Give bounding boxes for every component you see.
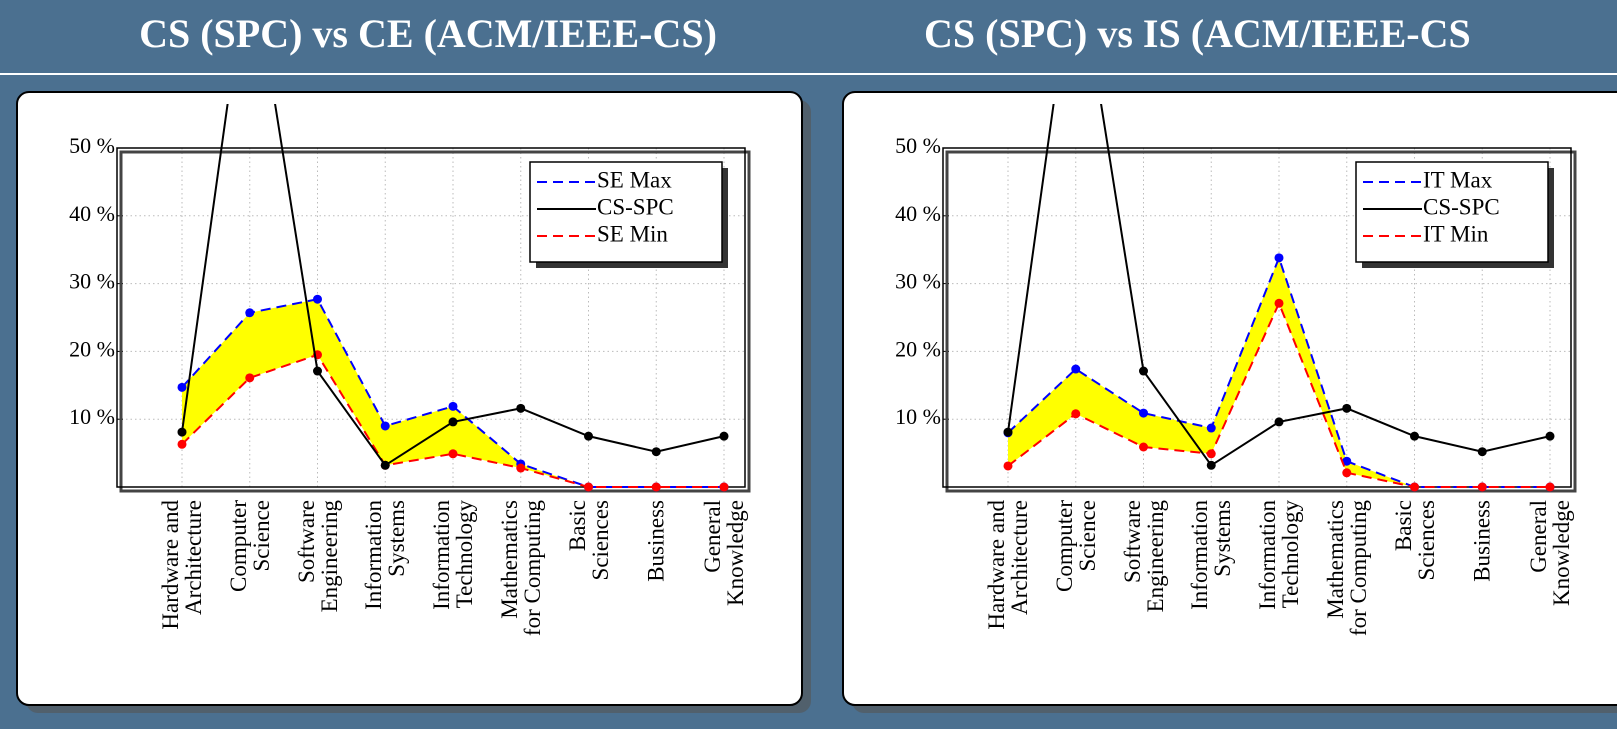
- marker: [1274, 253, 1284, 263]
- range-band: [182, 299, 724, 487]
- x-tick-label: Hardware and Architecture: [158, 500, 206, 630]
- marker: [1139, 442, 1148, 452]
- x-tick-label: Information Systems: [361, 500, 410, 610]
- marker: [651, 447, 661, 457]
- y-tick-label: 50 %: [69, 133, 115, 158]
- marker: [177, 439, 187, 449]
- y-tick-label: 40 %: [69, 201, 115, 226]
- legend-label: CS-SPC: [1423, 194, 1500, 219]
- marker: [1071, 409, 1081, 419]
- marker: [380, 421, 390, 431]
- marker: [1139, 408, 1148, 418]
- x-tick-label: Information Systems: [1187, 500, 1236, 610]
- axis-frame: [116, 147, 746, 488]
- y-tick-label: 20 %: [69, 336, 115, 361]
- x-tick-label: Information Technology: [429, 500, 477, 610]
- marker: [584, 431, 593, 441]
- axis-shadow: [119, 150, 751, 493]
- x-tick-label: Business: [1469, 500, 1495, 582]
- marker: [1003, 427, 1013, 437]
- marker: [584, 482, 593, 492]
- y-tick-label: 30 %: [895, 269, 941, 294]
- marker: [245, 308, 255, 318]
- y-tick-label: 50 %: [895, 133, 941, 158]
- marker: [1071, 364, 1081, 374]
- marker: [448, 417, 458, 427]
- x-tick-label: Mathematics for Computing: [496, 500, 545, 637]
- legend-label: SE Min: [597, 221, 668, 246]
- chart-title: CS (SPC) vs CE (ACM/IEEE-CS): [139, 11, 717, 56]
- marker: [1206, 449, 1216, 459]
- axis-shadow: [945, 150, 1577, 493]
- legend-label: CS-SPC: [597, 194, 674, 219]
- marker: [1410, 482, 1419, 492]
- marker: [651, 482, 661, 492]
- range-band: [1008, 257, 1550, 487]
- plot: [177, 104, 729, 492]
- marker: [1545, 482, 1555, 492]
- x-tick-label: General Knowledge: [700, 500, 748, 607]
- marker: [448, 449, 458, 459]
- marker: [516, 463, 526, 473]
- plot: [1003, 104, 1555, 492]
- x-tick-label: Software Engineering: [1119, 500, 1168, 613]
- legend-label: IT Max: [1423, 167, 1493, 192]
- marker: [1477, 482, 1487, 492]
- marker: [719, 482, 729, 492]
- legend-label: SE Max: [597, 167, 672, 192]
- axis-frame: [942, 147, 1572, 488]
- marker: [1342, 403, 1352, 413]
- legend-box: [1355, 161, 1549, 263]
- marker: [313, 366, 322, 376]
- marker: [245, 373, 255, 383]
- marker: [1477, 447, 1487, 457]
- marker: [1274, 298, 1284, 308]
- marker: [1003, 461, 1013, 471]
- marker: [1139, 366, 1148, 376]
- y-tick-label: 20 %: [895, 336, 941, 361]
- y-tick-label: 30 %: [69, 269, 115, 294]
- x-tick-label: General Knowledge: [1526, 500, 1574, 607]
- marker: [719, 431, 729, 441]
- marker: [1274, 417, 1284, 427]
- y-tick-label: 10 %: [69, 404, 115, 429]
- marker: [177, 427, 187, 437]
- x-tick-label: Hardware and Architecture: [984, 500, 1032, 630]
- marker: [516, 403, 526, 413]
- x-tick-label: Business: [643, 500, 669, 582]
- chart-title: CS (SPC) vs IS (ACM/IEEE-CS: [924, 11, 1471, 56]
- y-tick-label: 10 %: [895, 404, 941, 429]
- x-tick-label: Basic Sciences: [1390, 500, 1439, 581]
- x-tick-label: Computer Science: [1051, 500, 1100, 592]
- marker: [1342, 456, 1352, 466]
- x-tick-label: Mathematics for Computing: [1322, 500, 1371, 637]
- x-tick-label: Computer Science: [225, 500, 274, 592]
- x-tick-label: Basic Sciences: [564, 500, 613, 581]
- marker: [1206, 460, 1216, 470]
- y-tick-label: 40 %: [895, 201, 941, 226]
- marker: [380, 460, 390, 470]
- marker: [313, 294, 322, 304]
- series-line: [181, 353, 724, 488]
- marker: [1206, 423, 1216, 433]
- marker: [1342, 468, 1352, 478]
- legend-box: [529, 161, 723, 263]
- marker: [177, 382, 187, 392]
- marker: [1545, 431, 1555, 441]
- marker: [448, 401, 458, 411]
- series-line: [1007, 300, 1550, 488]
- legend-label: IT Min: [1423, 221, 1489, 246]
- x-tick-label: Software Engineering: [293, 500, 342, 613]
- x-tick-label: Information Technology: [1255, 500, 1303, 610]
- marker: [1410, 431, 1419, 441]
